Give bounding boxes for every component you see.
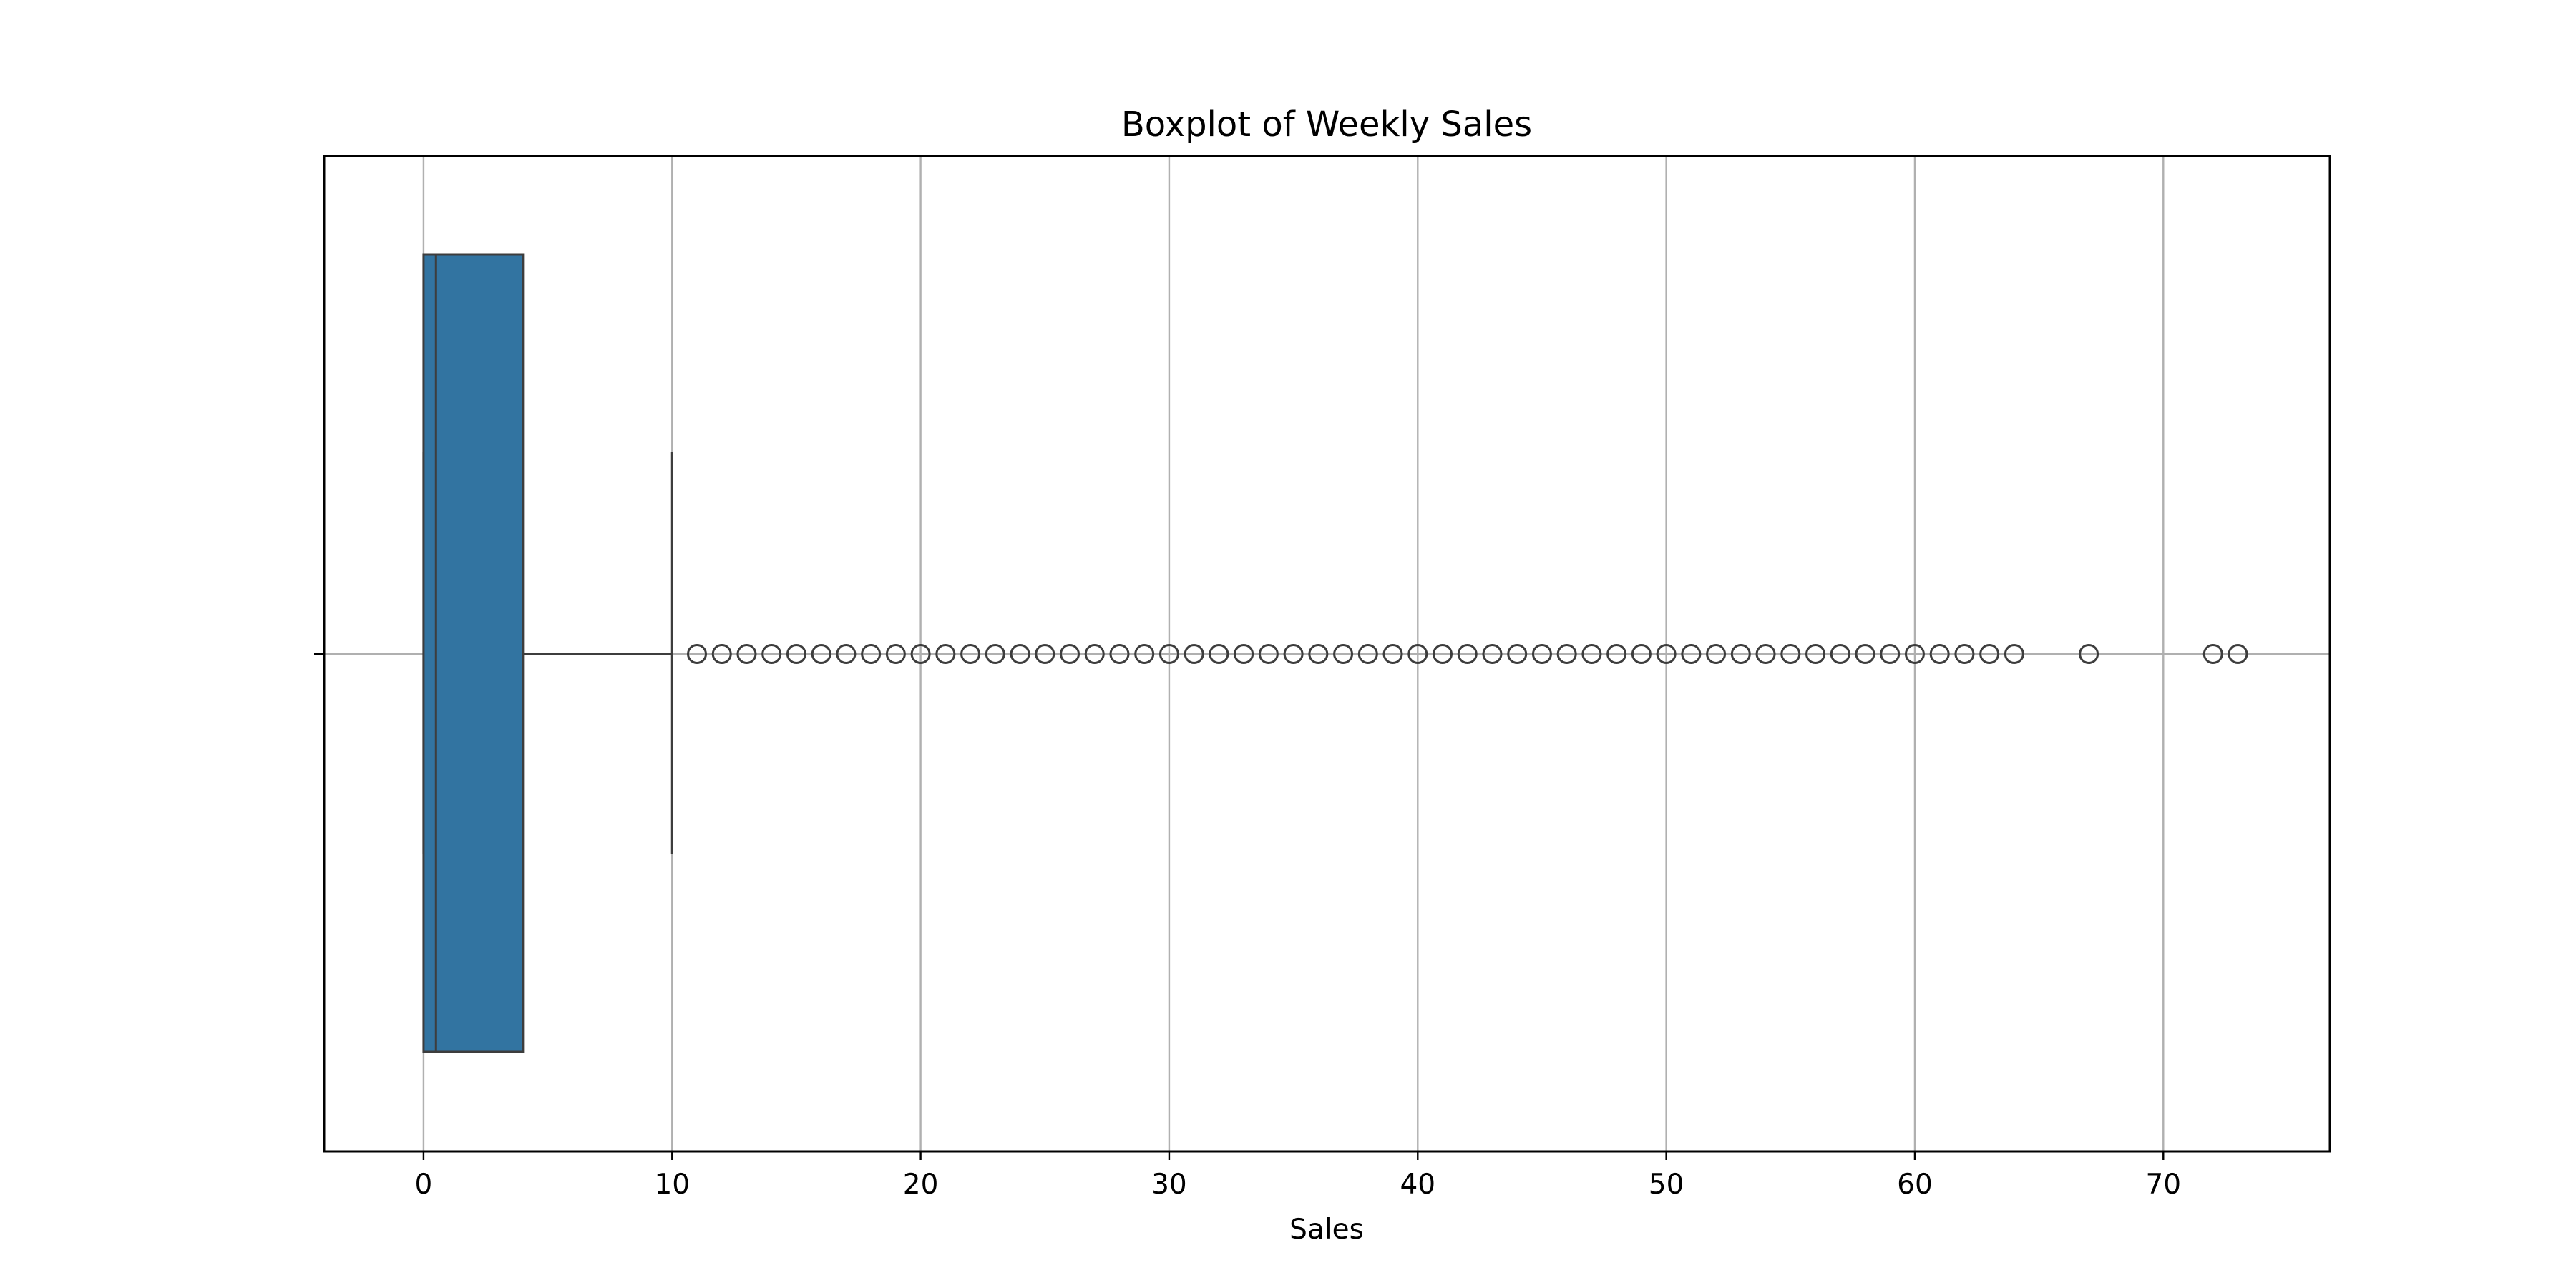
outlier-point [736,644,757,664]
outlier-point [1433,644,1453,664]
outlier-point [2228,644,2248,664]
outlier-point [1979,644,2000,664]
outlier-point [1134,644,1155,664]
outlier-point [1929,644,1950,664]
outlier-point [2202,644,2223,664]
outlier-point [1333,644,1354,664]
x-tick-label: 30 [1151,1169,1187,1201]
outliers [687,644,2248,664]
outlier-point [711,644,732,664]
x-tick-label: 70 [2145,1169,2181,1201]
outlier-point [1656,644,1677,664]
outlier-point [1830,644,1850,664]
outlier-point [1706,644,1727,664]
outlier-point [1606,644,1627,664]
outlier-point [1581,644,1602,664]
outlier-point [687,644,708,664]
outlier-point [960,644,981,664]
outlier-point [1507,644,1528,664]
x-tick-label: 0 [415,1169,433,1201]
outlier-point [1880,644,1901,664]
outlier-point [1681,644,1702,664]
outlier-point [1109,644,1130,664]
outlier-point [1035,644,1055,664]
outlier-point [786,644,806,664]
outlier-point [1755,644,1776,664]
x-tick-label: 10 [654,1169,690,1201]
iqr-box [422,253,525,1053]
outlier-point [2079,644,2099,664]
outlier-point [1010,644,1030,664]
outlier-point [1457,644,1478,664]
outlier-point [1531,644,1552,664]
outlier-point [1855,644,1875,664]
outlier-point [811,644,831,664]
outlier-point [910,644,931,664]
outlier-point [1382,644,1403,664]
outlier-point [1158,644,1179,664]
outlier-point [1308,644,1329,664]
outlier-point [1084,644,1105,664]
outlier-point [1954,644,1975,664]
x-tick-label: 40 [1400,1169,1435,1201]
outlier-point [1730,644,1751,664]
outlier-point [836,644,857,664]
outlier-point [2004,644,2024,664]
outlier-point [1234,644,1254,664]
chart-title: Boxplot of Weekly Sales [1121,104,1532,145]
outlier-point [985,644,1005,664]
outlier-point [1631,644,1652,664]
outlier-point [1805,644,1826,664]
outlier-point [1556,644,1577,664]
boxplot [422,253,673,1053]
outlier-point [935,644,956,664]
x-axis: 0 10 20 30 40 50 60 70 [314,653,2181,1201]
x-tick-label: 20 [903,1169,939,1201]
outlier-point [1184,644,1204,664]
x-tick-label: 50 [1649,1169,1684,1201]
x-axis-label: Sales [1289,1214,1364,1246]
x-tick-label: 60 [1897,1169,1933,1201]
outlier-point [885,644,906,664]
outlier-point [1904,644,1925,664]
outlier-point [1407,644,1428,664]
outlier-point [1060,644,1080,664]
outlier-point [1780,644,1801,664]
outlier-point [861,644,882,664]
outlier-point [1482,644,1503,664]
outlier-point [1283,644,1304,664]
outlier-point [1209,644,1229,664]
outlier-point [1357,644,1378,664]
outlier-point [1258,644,1279,664]
outlier-point [761,644,782,664]
